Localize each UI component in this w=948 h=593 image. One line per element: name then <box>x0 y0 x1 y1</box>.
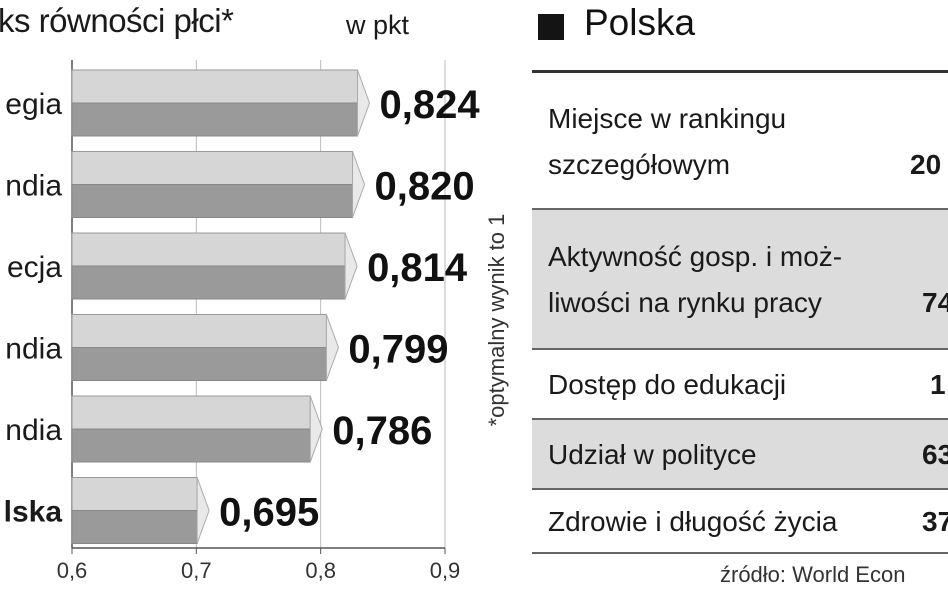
row-label: Zdrowie i długość życia <box>548 506 838 537</box>
footnote: *optymalny wynik to 1 <box>484 213 509 427</box>
row-label: Miejsce w rankingu szczegółowym <box>548 102 787 180</box>
bar-bottom-face <box>71 265 346 300</box>
x-tick-label: 0,7 <box>181 558 212 583</box>
panel-marker-square <box>538 14 564 40</box>
bar-end-cap <box>309 395 323 463</box>
table-row: Udział w polityce 63 <box>532 420 948 490</box>
bar-top-face <box>71 477 198 511</box>
value-label: 0,814 <box>367 246 468 290</box>
bar-top-face <box>71 314 327 348</box>
bar <box>71 232 358 300</box>
row-value: 20 <box>910 148 942 180</box>
table-row: Miejsce w rankingu szczegółowym 20 <box>532 73 948 210</box>
table-row: Zdrowie i długość życia 37 <box>532 490 948 554</box>
row-value: 74 <box>922 287 948 318</box>
bar-bottom-face <box>71 102 359 137</box>
category-label: lska <box>4 496 63 529</box>
category-label: ndia <box>5 414 62 447</box>
bar-bottom-face <box>71 184 354 218</box>
bar-top-face <box>71 69 359 104</box>
category-label: ecja <box>7 251 62 284</box>
chart-title: ks równości płci* <box>0 2 234 39</box>
row-label: Aktywność gosp. i moż- liwości na rynku … <box>548 241 843 318</box>
value-label: 0,695 <box>219 491 319 535</box>
bar <box>71 69 371 137</box>
category-label: ndia <box>5 170 62 203</box>
x-tick-label: 0,9 <box>430 558 461 583</box>
bars <box>71 69 371 544</box>
source-note: źródło: World Econ <box>720 562 906 587</box>
bar-end-cap <box>196 477 210 544</box>
value-label: 0,820 <box>375 165 475 209</box>
bar-bottom-face <box>71 510 198 544</box>
table-top-rule <box>532 70 948 73</box>
bar <box>71 477 210 544</box>
row-value: 63 <box>922 439 948 470</box>
row-value: 37 <box>922 506 948 537</box>
value-labels: 0,824 0,820 0,814 0,799 0,786 0,695 <box>219 83 480 535</box>
x-tick-label: 0,6 <box>57 558 88 583</box>
value-label: 0,799 <box>348 328 448 372</box>
bar <box>71 395 323 463</box>
category-label: ndia <box>5 333 62 366</box>
category-labels: egia ndia ecja ndia ndia lska <box>4 88 63 529</box>
x-tick-label: 0,8 <box>305 558 336 583</box>
x-axis-ticks: 0,6 0,7 0,8 0,9 <box>57 547 461 583</box>
bar-bottom-face <box>71 428 311 463</box>
table-row: Dostęp do edukacji 1 <box>532 350 948 420</box>
table-row: Aktywność gosp. i moż- liwości na rynku … <box>532 210 948 350</box>
bar-end-cap <box>352 151 366 218</box>
bar-bottom-face <box>71 347 327 381</box>
grid-lines <box>71 60 446 548</box>
row-value: 1 <box>930 369 946 400</box>
bar <box>71 314 339 381</box>
bar <box>71 151 366 218</box>
bar-end-cap <box>344 232 358 300</box>
row-label: Dostęp do edukacji <box>548 369 787 400</box>
bar-top-face <box>71 232 346 267</box>
bar-end-cap <box>357 69 371 137</box>
value-label: 0,824 <box>380 83 481 127</box>
bar-top-face <box>71 395 311 430</box>
category-label: egia <box>5 88 62 121</box>
bar-end-cap <box>325 314 339 381</box>
unit-label: w pkt <box>346 10 410 40</box>
value-label: 0,786 <box>332 409 432 453</box>
panel-title: Polska <box>584 2 696 43</box>
row-label: Udział w polityce <box>548 439 757 470</box>
bar-top-face <box>71 151 354 185</box>
